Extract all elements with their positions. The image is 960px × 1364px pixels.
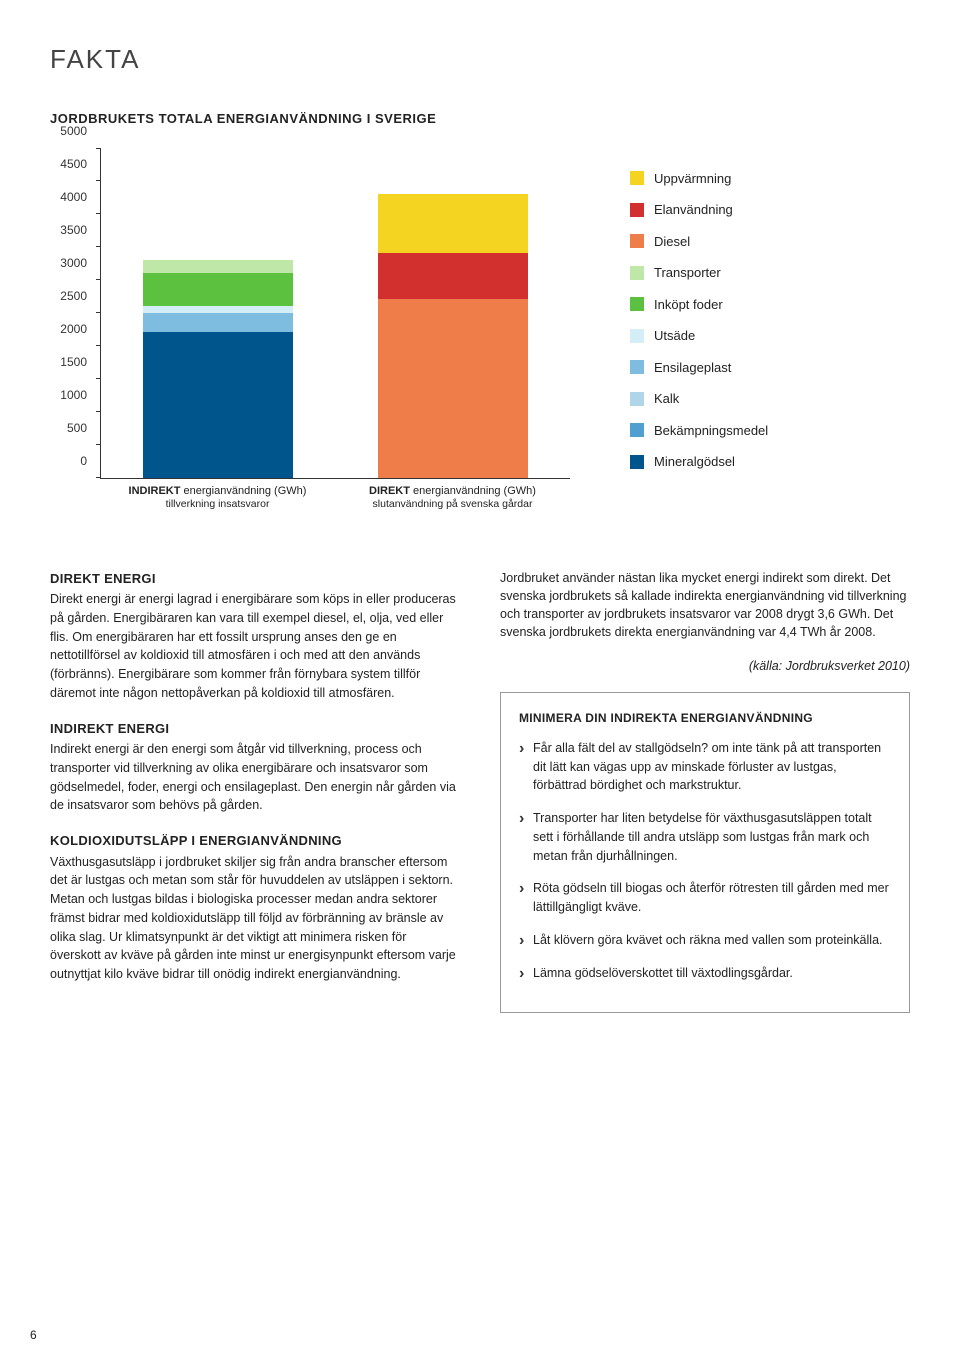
y-tick-label: 4500: [60, 155, 87, 173]
direkt-energi-heading: DIREKT ENERGI: [50, 569, 460, 589]
legend-swatch: [630, 392, 644, 406]
summary-text: Jordbruket använder nästan lika mycket e…: [500, 569, 910, 642]
legend: Uppvärmning Elanvändning Diesel Transporter…: [630, 169, 768, 484]
plot-inner: [100, 149, 570, 479]
koldioxid-text: Växthusgasutsläpp i jordbruket skiljer s…: [50, 853, 460, 984]
left-column: DIREKT ENERGI Direkt energi är energi la…: [50, 569, 460, 1014]
y-tick-label: 500: [67, 419, 87, 437]
y-tick-label: 0: [80, 452, 87, 470]
y-axis: 0500100015002000250030003500400045005000: [50, 149, 95, 479]
bar-group: [101, 149, 570, 478]
y-tick-label: 5000: [60, 122, 87, 140]
legend-item: Uppvärmning: [630, 169, 768, 189]
chart-title: JORDBRUKETS TOTALA ENERGIANVÄNDNING I SV…: [50, 109, 910, 129]
tip-item: Får alla fält del av stallgödseln? om in…: [519, 739, 891, 795]
legend-swatch: [630, 329, 644, 343]
legend-item: Bekämpningsmedel: [630, 421, 768, 441]
bar-segment: [378, 299, 528, 477]
y-tick-label: 3000: [60, 254, 87, 272]
legend-label: Uppvärmning: [654, 169, 731, 189]
tip-item: Transporter har liten betydelse för växt…: [519, 809, 891, 865]
legend-label: Elanvändning: [654, 200, 733, 220]
fakta-heading: FAKTA: [50, 40, 910, 79]
bar-segment: [143, 273, 293, 306]
legend-item: Mineralgödsel: [630, 452, 768, 472]
indirekt-energi-text: Indirekt energi är den energi som åtgår …: [50, 740, 460, 815]
legend-item: Utsäde: [630, 326, 768, 346]
bar-segment: [143, 313, 293, 333]
tip-item: Röta gödseln till biogas och återför röt…: [519, 879, 891, 917]
page-number: 6: [30, 1326, 37, 1344]
legend-item: Transporter: [630, 263, 768, 283]
legend-swatch: [630, 455, 644, 469]
stacked-bar: [378, 194, 528, 478]
legend-swatch: [630, 171, 644, 185]
chart-plot: 0500100015002000250030003500400045005000…: [50, 149, 570, 509]
bar-segment: [143, 332, 293, 477]
x-axis-label: INDIREKT energianvändning (GWh)tillverkn…: [108, 484, 328, 512]
legend-label: Transporter: [654, 263, 721, 283]
legend-item: Diesel: [630, 232, 768, 252]
legend-label: Inköpt foder: [654, 295, 723, 315]
legend-swatch: [630, 360, 644, 374]
y-tick-label: 2500: [60, 287, 87, 305]
legend-label: Mineralgödsel: [654, 452, 735, 472]
legend-label: Kalk: [654, 389, 679, 409]
right-column: Jordbruket använder nästan lika mycket e…: [500, 569, 910, 1014]
legend-label: Ensilageplast: [654, 358, 731, 378]
legend-item: Inköpt foder: [630, 295, 768, 315]
bar-segment: [143, 306, 293, 313]
legend-label: Diesel: [654, 232, 690, 252]
legend-label: Utsäde: [654, 326, 695, 346]
bar-segment: [378, 253, 528, 299]
direkt-energi-text: Direkt energi är energi lagrad i energib…: [50, 590, 460, 703]
legend-item: Elanvändning: [630, 200, 768, 220]
x-axis-label: DIREKT energianvändning (GWh)slutanvändn…: [343, 484, 563, 512]
chart-area: 0500100015002000250030003500400045005000…: [50, 149, 910, 509]
tip-item: Lämna gödselöverskottet till växtodlings…: [519, 964, 891, 983]
text-columns: DIREKT ENERGI Direkt energi är energi la…: [50, 569, 910, 1014]
y-tick-label: 3500: [60, 221, 87, 239]
legend-item: Ensilageplast: [630, 358, 768, 378]
tips-box-title: MINIMERA DIN INDIREKTA ENERGIANVÄNDNING: [519, 709, 891, 727]
y-tick-label: 4000: [60, 188, 87, 206]
bar-segment: [143, 260, 293, 273]
legend-swatch: [630, 297, 644, 311]
legend-label: Bekämpningsmedel: [654, 421, 768, 441]
y-tick-label: 1500: [60, 353, 87, 371]
indirekt-energi-heading: INDIREKT ENERGI: [50, 719, 460, 739]
tip-item: Låt klövern göra kvävet och räkna med va…: [519, 931, 891, 950]
bar-segment: [378, 194, 528, 253]
legend-swatch: [630, 266, 644, 280]
y-tick-label: 1000: [60, 386, 87, 404]
y-tick-label: 2000: [60, 320, 87, 338]
legend-swatch: [630, 423, 644, 437]
legend-swatch: [630, 234, 644, 248]
legend-item: Kalk: [630, 389, 768, 409]
koldioxid-heading: KOLDIOXIDUTSLÄPP I ENERGIANVÄNDNING: [50, 831, 460, 851]
x-labels: INDIREKT energianvändning (GWh)tillverkn…: [100, 484, 570, 512]
source-text: (källa: Jordbruksverket 2010): [500, 657, 910, 676]
legend-swatch: [630, 203, 644, 217]
stacked-bar: [143, 260, 293, 478]
tips-box: MINIMERA DIN INDIREKTA ENERGIANVÄNDNING …: [500, 692, 910, 1014]
tips-list: Får alla fält del av stallgödseln? om in…: [519, 739, 891, 983]
